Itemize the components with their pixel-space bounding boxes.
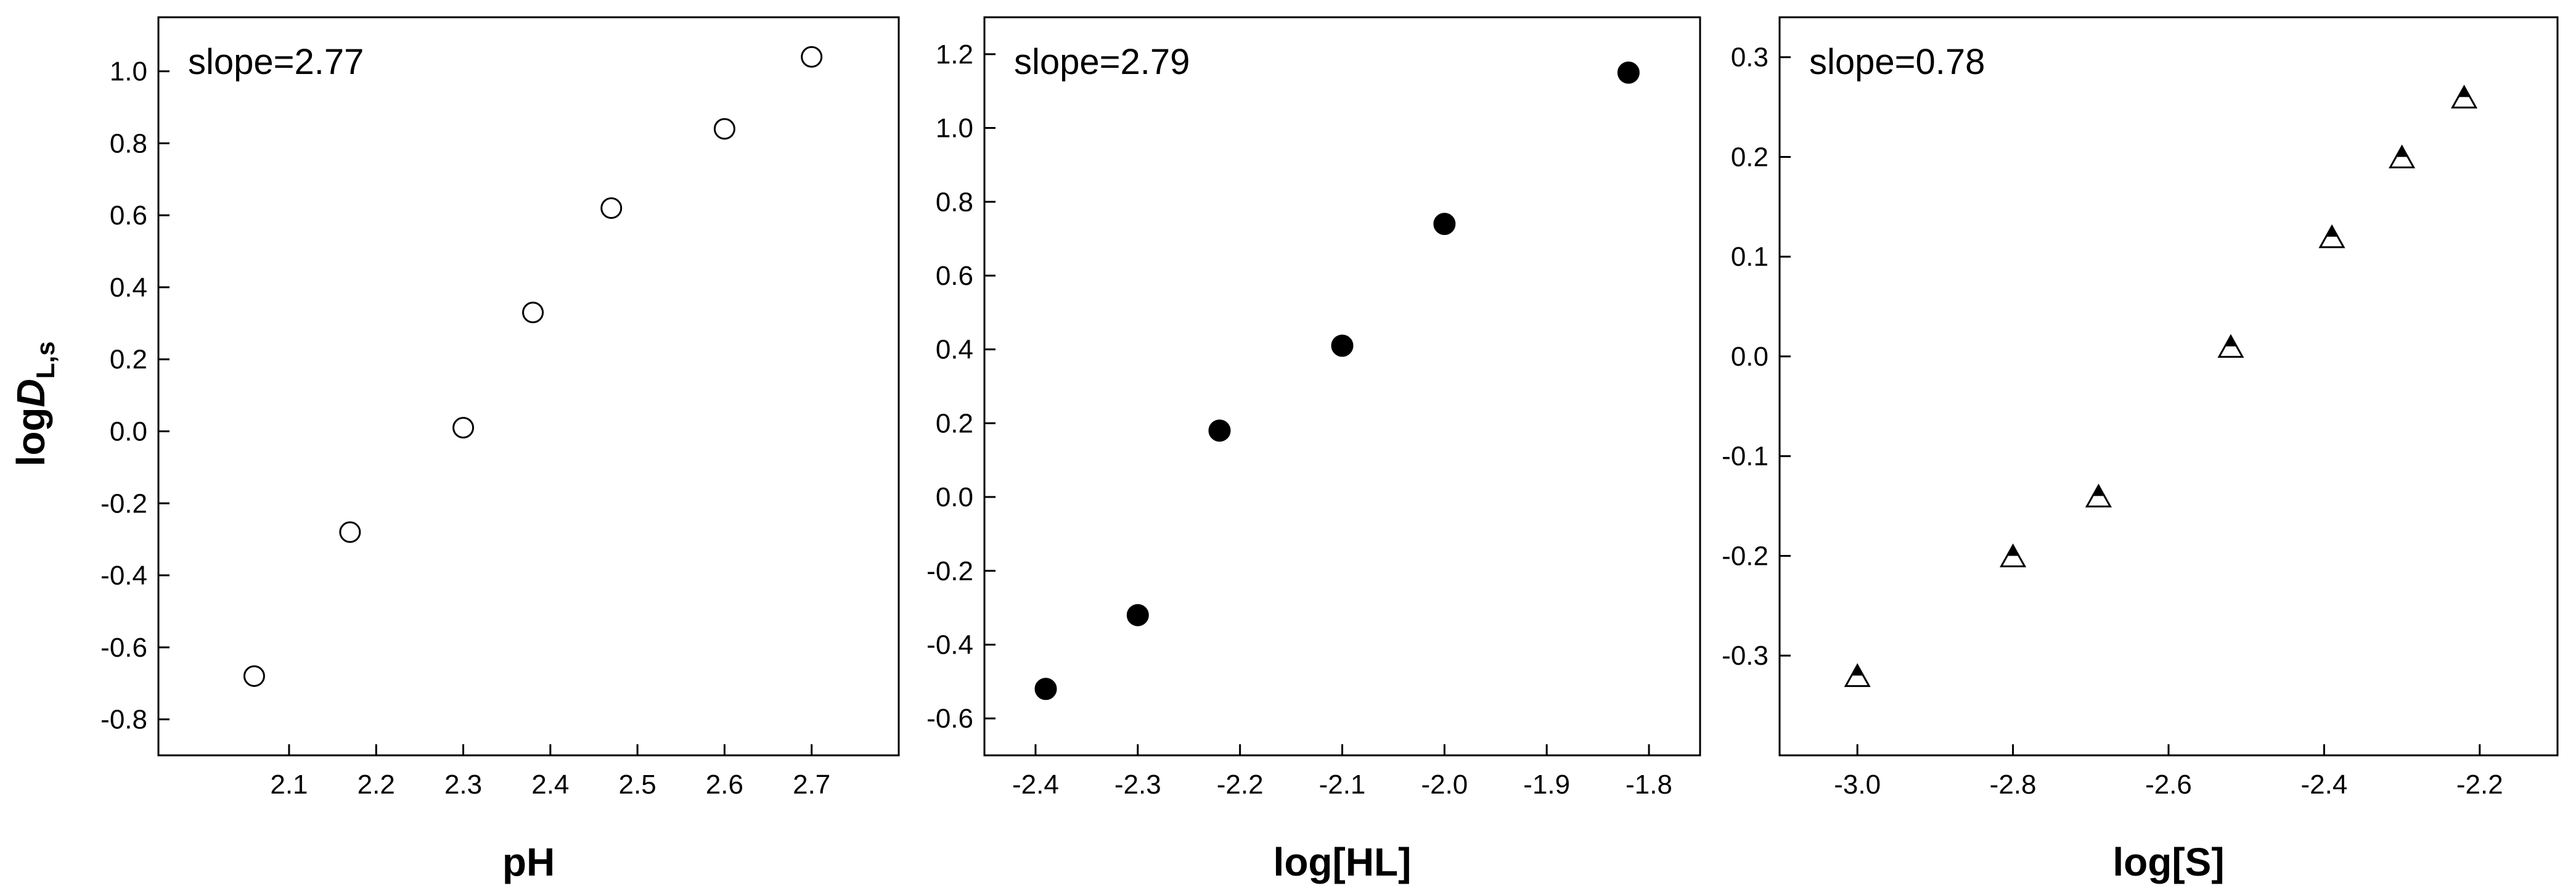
data-point <box>1208 419 1231 442</box>
slope-annotation: slope=0.78 <box>1809 42 1985 82</box>
y-tick-label: 0.2 <box>936 408 973 438</box>
data-point <box>2451 84 2478 109</box>
x-axis-label: log[HL] <box>1274 840 1412 884</box>
y-tick-label: 0.4 <box>110 273 147 303</box>
marker-fill <box>2396 146 2408 157</box>
marker-fill <box>2458 86 2471 97</box>
data-point <box>243 665 265 688</box>
marker-fill <box>2092 485 2104 496</box>
data-point <box>2389 144 2416 168</box>
data-point <box>1126 604 1149 626</box>
plot-frame <box>157 16 900 757</box>
x-tick-label: 2.2 <box>358 770 395 800</box>
y-tick-label: -0.6 <box>926 704 973 734</box>
y-tick-label: 0.0 <box>936 482 973 512</box>
x-tick-label: 2.3 <box>444 770 482 800</box>
y-tick-label: 0.6 <box>110 200 147 231</box>
x-tick-label: 2.6 <box>706 770 743 800</box>
data-point <box>1034 678 1057 700</box>
marker-fill <box>2326 226 2338 237</box>
y-axis-label: logDL,s <box>9 342 60 467</box>
y-tick-label: -0.4 <box>100 560 147 591</box>
plot-frame <box>1778 16 2559 757</box>
data-point <box>2000 543 2027 567</box>
y-tick-label: 0.8 <box>936 187 973 217</box>
data-point <box>600 197 623 219</box>
x-tick-label: -2.2 <box>1217 770 1264 800</box>
y-tick-label: 0.4 <box>936 335 973 365</box>
y-tick-label: -0.6 <box>100 633 147 663</box>
data-point <box>522 302 544 324</box>
marker-fill <box>2007 545 2019 556</box>
data-point <box>2318 224 2345 248</box>
data-point <box>1617 61 1640 84</box>
y-tick-label: -0.3 <box>1722 641 1768 671</box>
x-tick-label: 2.5 <box>619 770 656 800</box>
x-tick-label: -2.1 <box>1319 770 1366 800</box>
marker-outline <box>2389 144 2416 168</box>
x-tick-label: -2.4 <box>2300 770 2347 800</box>
x-axis-label: log[S] <box>2112 840 2224 884</box>
marker-fill <box>2225 335 2237 347</box>
x-tick-label: -2.8 <box>1990 770 2037 800</box>
x-tick-label: -1.8 <box>1625 770 1672 800</box>
y-tick-label: 0.0 <box>110 416 147 446</box>
y-tick-label: 0.2 <box>1731 142 1768 172</box>
y-tick-label: 1.0 <box>936 113 973 144</box>
data-point <box>452 417 475 439</box>
y-tick-label: -0.2 <box>100 488 147 519</box>
x-axis-label: pH <box>502 840 555 884</box>
x-tick-label: 2.4 <box>531 770 569 800</box>
y-tick-label: -0.4 <box>926 630 973 660</box>
x-tick-label: 2.7 <box>793 770 830 800</box>
chart-panel-3: -3.0 -2.8 -2.6 -2.4 -2.2 -0.3 -0.2 -0.1 0.0 0.1 0.… <box>1722 16 2559 884</box>
x-tick-label: -1.9 <box>1523 770 1570 800</box>
y-tick-label: -0.1 <box>1722 441 1768 472</box>
slope-annotation: slope=2.79 <box>1014 42 1190 82</box>
x-tick-label: -2.3 <box>1114 770 1161 800</box>
data-point <box>2085 483 2112 507</box>
data-point <box>713 118 735 140</box>
data-point <box>801 46 823 68</box>
x-tick-label: -2.6 <box>2145 770 2192 800</box>
y-tick-label: -0.8 <box>100 705 147 735</box>
y-tick-label: 0.2 <box>110 345 147 375</box>
x-tick-label: -2.0 <box>1421 770 1468 800</box>
y-tick-label: -0.2 <box>1722 541 1768 571</box>
data-point <box>1331 334 1354 357</box>
marker-fill <box>1851 665 1863 676</box>
data-point <box>1844 663 1871 688</box>
x-tick-label: -2.4 <box>1012 770 1059 800</box>
x-tick-label: 2.1 <box>270 770 308 800</box>
y-tick-label: -0.2 <box>926 556 973 586</box>
y-axis-label-main: log <box>9 407 53 466</box>
data-point <box>2217 334 2244 358</box>
slope-annotation: slope=2.77 <box>188 42 364 82</box>
data-point <box>1433 213 1456 236</box>
y-tick-label: 0.1 <box>1731 242 1768 272</box>
x-tick-label: -3.0 <box>1834 770 1881 800</box>
y-tick-label: 1.2 <box>936 39 973 70</box>
y-tick-label: 0.3 <box>1731 43 1768 73</box>
y-axis-label-sub: L,s <box>31 342 60 379</box>
data-point <box>339 521 361 543</box>
plot-frame <box>983 16 1701 757</box>
y-tick-label: 0.6 <box>936 261 973 291</box>
chart-panel-1: 2.1 2.2 2.3 2.4 2.5 2.6 2.7 -0.8 -0.6 -0.4 -0.2 0.0… <box>100 16 900 884</box>
y-axis-label-italic: D <box>9 379 53 407</box>
y-tick-label: 0.8 <box>110 128 147 158</box>
chart-panel-2: -2.4 -2.3 -2.2 -2.1 -2.0 -1.9 -1.8 -0.6 -0.4 -0.2… <box>926 16 1701 884</box>
y-tick-label: 1.0 <box>110 57 147 87</box>
y-tick-label: 0.0 <box>1731 342 1768 372</box>
x-tick-label: -2.2 <box>2456 770 2503 800</box>
